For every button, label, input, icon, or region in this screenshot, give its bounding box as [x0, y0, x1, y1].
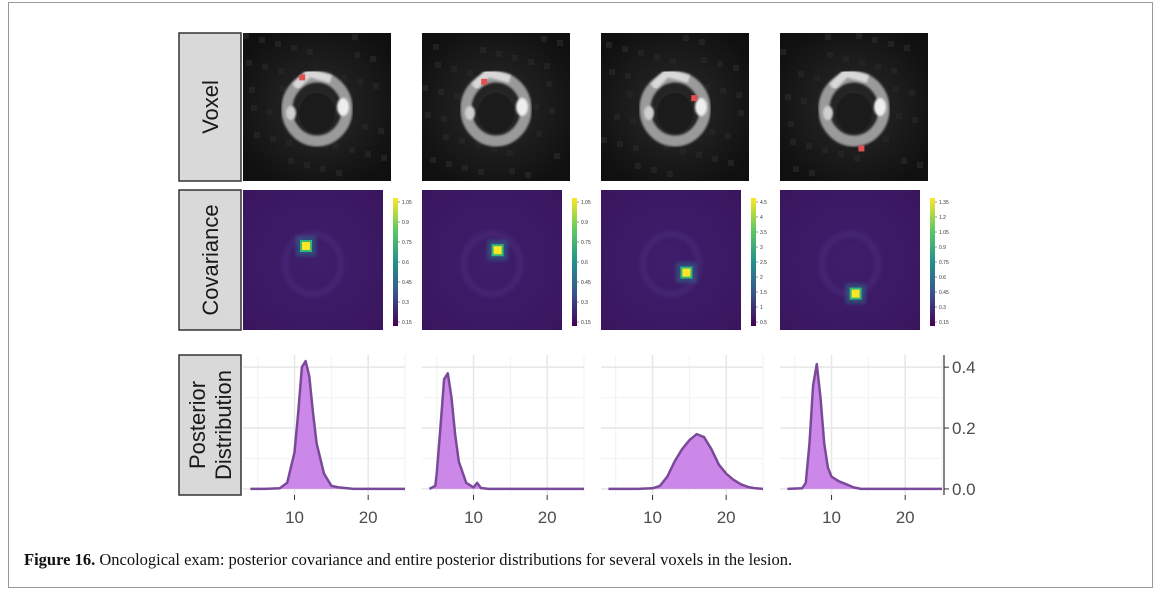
strip-covariance: Covariance — [178, 189, 242, 331]
y-axis: 0.0 0.2 0.4 — [943, 355, 976, 499]
colorbar-tick-label: 0.9 — [402, 220, 409, 226]
colorbar-tick-label: 0.15 — [402, 320, 412, 326]
colorbar-tick-label: 3.5 — [760, 230, 767, 236]
covariance-peak — [302, 242, 310, 250]
colorbar-tick-label: 1 — [760, 305, 763, 311]
colorbar-tick-label: 2 — [760, 275, 763, 281]
colorbar-tick-label: 1.2 — [939, 215, 946, 221]
caption-label: Figure 16. — [24, 550, 96, 569]
x-tick-label: 10 — [464, 508, 483, 527]
strip-posterior-label-line2: Distribution — [211, 370, 236, 480]
x-tick-label: 10 — [643, 508, 662, 527]
caption-text: Oncological exam: posterior covariance a… — [95, 550, 793, 569]
colorbar — [572, 198, 577, 326]
selected-voxel-marker — [858, 145, 865, 152]
colorbar-tick-label: 0.6 — [939, 275, 946, 281]
x-tick-label: 20 — [717, 508, 736, 527]
colorbar-tick-label: 0.6 — [581, 260, 588, 266]
voxel-panel — [243, 33, 391, 181]
posterior-density-line — [608, 432, 764, 491]
colorbar-tick-label: 0.3 — [581, 300, 588, 306]
covariance-heatmap: 1.35 1.2 1.05 0.9 0.75 0.6 0.45 0.3 0.15 — [780, 190, 949, 330]
colorbar-tick-label: 0.15 — [939, 320, 949, 326]
covariance-peak — [682, 268, 691, 277]
covariance-row: 1.05 0.9 0.75 0.6 0.45 0.3 0.15 1.05 0.9 0.75 0.6 0… — [243, 190, 949, 330]
covariance-heatmap: 4.5 4 3.5 3 2.5 2 1.5 1 0.5 — [601, 190, 767, 330]
colorbar-tick-label: 0.15 — [581, 320, 591, 326]
selected-voxel-marker — [481, 78, 488, 85]
colorbar-tick-label: 1.5 — [760, 290, 767, 296]
colorbar-tick-label: 0.5 — [760, 320, 767, 326]
colorbar-tick-label: 3 — [760, 245, 763, 251]
colorbar-tick-label: 1.35 — [939, 200, 949, 206]
colorbar — [930, 198, 935, 326]
posterior-row: 10 20 10 20 10 20 10 20 0.0 0.2 0.4 — [243, 355, 976, 527]
colorbar-tick-label: 1.05 — [939, 230, 949, 236]
posterior-density-area — [608, 434, 763, 489]
colorbar — [751, 198, 756, 326]
colorbar-tick-label: 0.9 — [939, 245, 946, 251]
y-tick-label: 0.2 — [952, 419, 976, 438]
colorbar-tick-label: 0.45 — [939, 290, 949, 296]
strip-posterior-label-line1: Posterior — [185, 381, 210, 469]
colorbar-tick-label: 0.45 — [402, 280, 412, 286]
colorbar-tick-label: 2.5 — [760, 260, 767, 266]
posterior-density-line — [250, 359, 405, 491]
colorbar-tick-label: 0.75 — [402, 240, 412, 246]
strip-posterior: Posterior Distribution — [178, 354, 242, 496]
strip-covariance-label: Covariance — [198, 204, 223, 315]
voxel-panel — [780, 33, 928, 181]
colorbar-tick-label: 4 — [760, 215, 763, 221]
posterior-panel: 10 20 — [422, 355, 585, 527]
posterior-panel: 10 20 — [780, 355, 943, 527]
voxel-panel — [601, 33, 749, 181]
strip-voxel-label: Voxel — [198, 80, 223, 134]
covariance-heatmap: 1.05 0.9 0.75 0.6 0.45 0.3 0.15 — [243, 190, 412, 330]
colorbar-tick-label: 4.5 — [760, 200, 767, 206]
x-tick-label: 20 — [359, 508, 378, 527]
selected-voxel-marker — [299, 74, 306, 81]
x-tick-label: 20 — [538, 508, 557, 527]
posterior-density-line — [428, 372, 584, 491]
y-tick-label: 0.0 — [952, 480, 976, 499]
colorbar-tick-label: 1.05 — [402, 200, 412, 206]
colorbar-tick-label: 0.75 — [939, 260, 949, 266]
posterior-panel: 10 20 — [243, 355, 406, 527]
y-tick-label: 0.4 — [952, 358, 976, 377]
figure-caption: Figure 16. Oncological exam: posterior c… — [24, 550, 1144, 570]
colorbar-tick-label: 0.45 — [581, 280, 591, 286]
colorbar-tick-label: 1.05 — [581, 200, 591, 206]
colorbar — [393, 198, 398, 326]
posterior-density-line — [787, 362, 942, 491]
covariance-peak — [493, 246, 502, 255]
x-tick-label: 20 — [896, 508, 915, 527]
colorbar-tick-label: 0.3 — [402, 300, 409, 306]
selected-voxel-marker — [691, 95, 698, 102]
colorbar-tick-label: 0.6 — [402, 260, 409, 266]
colorbar-tick-label: 0.3 — [939, 305, 946, 311]
posterior-panel: 10 20 — [601, 355, 764, 527]
covariance-heatmap: 1.05 0.9 0.75 0.6 0.45 0.3 0.15 — [422, 190, 591, 330]
colorbar-tick-label: 0.9 — [581, 220, 588, 226]
covariance-peak — [851, 289, 860, 298]
colorbar-tick-label: 0.75 — [581, 240, 591, 246]
voxel-row — [243, 33, 928, 181]
strip-voxel: Voxel — [178, 32, 242, 182]
x-tick-label: 10 — [285, 508, 304, 527]
x-tick-label: 10 — [822, 508, 841, 527]
voxel-panel — [422, 33, 570, 181]
